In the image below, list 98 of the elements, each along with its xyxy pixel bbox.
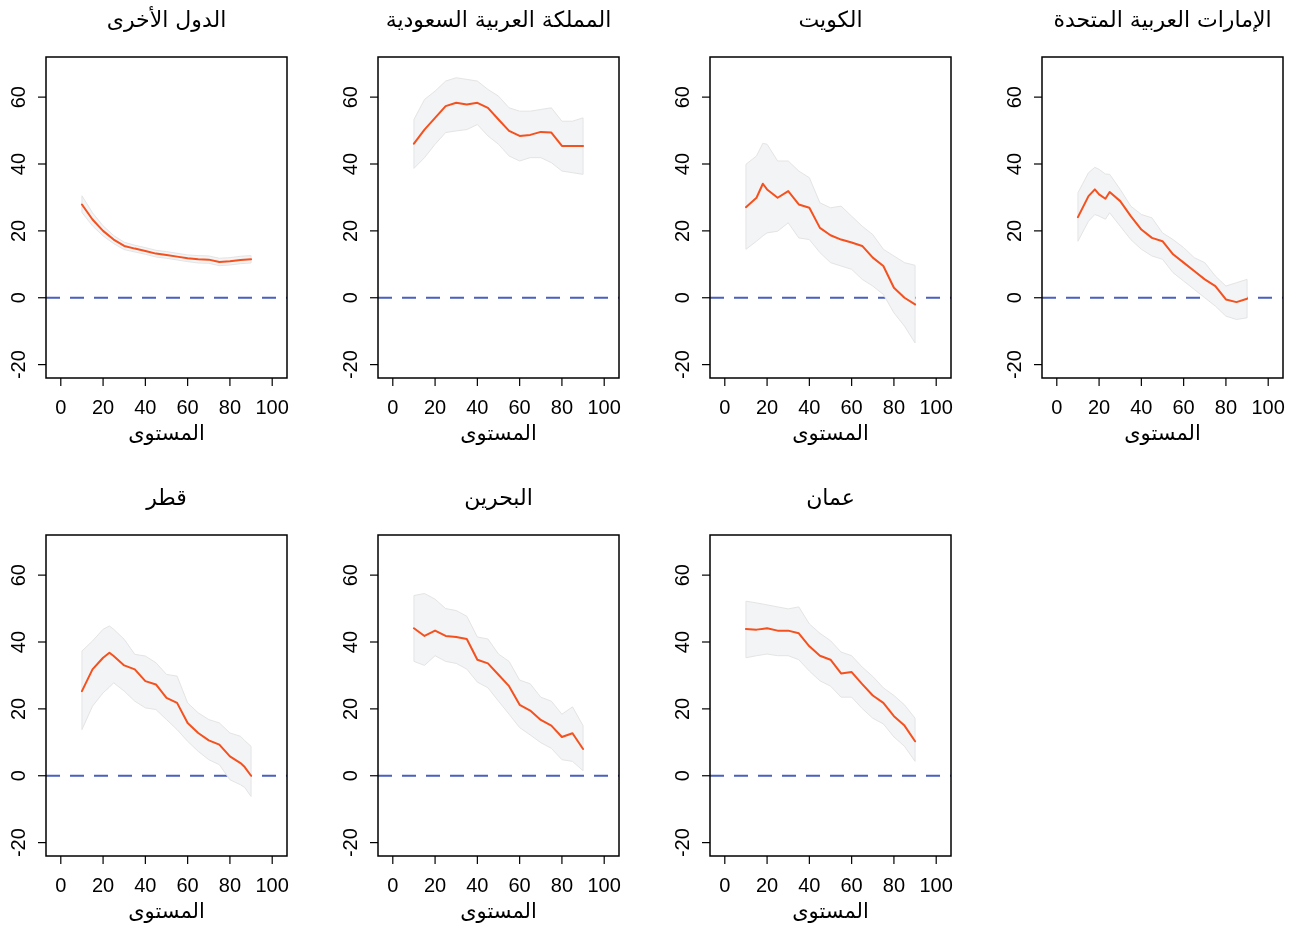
y-tick-label: 0 bbox=[339, 770, 361, 782]
y-tick-label: 20 bbox=[339, 697, 361, 720]
y-tick-label: -20 bbox=[339, 828, 361, 858]
y-tick-label: 40 bbox=[339, 152, 361, 176]
x-axis-title: المستوى bbox=[792, 421, 869, 445]
x-tick-label: 0 bbox=[55, 396, 67, 418]
y-tick-label: -20 bbox=[671, 828, 693, 858]
x-tick-label: 40 bbox=[466, 874, 489, 896]
x-tick-label: 100 bbox=[1251, 396, 1285, 418]
x-tick-label: 0 bbox=[387, 396, 399, 418]
x-tick-label: 20 bbox=[423, 874, 447, 896]
x-tick-label: 60 bbox=[840, 874, 863, 896]
x-axis-title: المستوى bbox=[460, 899, 537, 923]
x-tick-label: 20 bbox=[1087, 396, 1111, 418]
y-tick-label: 20 bbox=[7, 219, 29, 242]
x-tick-label: 40 bbox=[134, 396, 157, 418]
x-tick-label: 40 bbox=[1130, 396, 1153, 418]
x-tick-label: 0 bbox=[1051, 396, 1063, 418]
x-tick-label: 20 bbox=[755, 874, 779, 896]
x-tick-label: 80 bbox=[1214, 396, 1238, 418]
y-tick-label: -20 bbox=[671, 350, 693, 380]
x-tick-label: 20 bbox=[755, 396, 779, 418]
chart-title: الكويت bbox=[798, 7, 863, 32]
x-tick-label: 40 bbox=[798, 396, 821, 418]
y-tick-label: -20 bbox=[1003, 350, 1025, 380]
y-tick-label: 0 bbox=[339, 292, 361, 304]
x-tick-label: 20 bbox=[91, 396, 115, 418]
y-tick-label: 20 bbox=[671, 697, 693, 720]
x-tick-label: 80 bbox=[882, 874, 906, 896]
y-tick-label: 40 bbox=[7, 152, 29, 176]
line-series bbox=[80, 203, 253, 263]
x-tick-label: 80 bbox=[550, 396, 574, 418]
y-tick-label: 0 bbox=[671, 770, 693, 782]
x-tick-label: 100 bbox=[255, 396, 289, 418]
y-tick-label: -20 bbox=[7, 350, 29, 380]
x-tick-label: 20 bbox=[423, 396, 447, 418]
line-series bbox=[412, 101, 585, 147]
x-tick-label: 40 bbox=[466, 396, 489, 418]
y-tick-label: -20 bbox=[7, 828, 29, 858]
x-tick-label: 60 bbox=[1172, 396, 1195, 418]
chart-title: الدول الأخرى bbox=[106, 6, 227, 32]
x-tick-label: 100 bbox=[255, 874, 289, 896]
y-tick-label: 60 bbox=[7, 564, 29, 587]
line-series bbox=[80, 651, 253, 777]
x-tick-label: 60 bbox=[508, 874, 531, 896]
x-tick-label: 0 bbox=[719, 874, 731, 896]
x-tick-label: 80 bbox=[218, 874, 242, 896]
x-tick-label: 100 bbox=[919, 874, 953, 896]
x-tick-label: 40 bbox=[798, 874, 821, 896]
y-tick-label: 60 bbox=[671, 564, 693, 587]
x-axis-title: المستوى bbox=[792, 899, 869, 923]
x-tick-label: 0 bbox=[387, 874, 399, 896]
chart-title: البحرين bbox=[464, 485, 533, 510]
y-tick-label: 60 bbox=[671, 86, 693, 109]
x-axis-title: المستوى bbox=[128, 421, 205, 445]
x-tick-label: 0 bbox=[719, 396, 731, 418]
y-tick-label: 40 bbox=[671, 152, 693, 176]
y-tick-label: 40 bbox=[339, 630, 361, 654]
x-tick-label: 60 bbox=[840, 396, 863, 418]
chart-title: المملكة العربية السعودية bbox=[385, 7, 612, 32]
line-series bbox=[744, 627, 917, 743]
y-tick-label: 60 bbox=[1003, 86, 1025, 109]
y-tick-label: 40 bbox=[7, 630, 29, 654]
x-tick-label: 60 bbox=[176, 874, 199, 896]
x-tick-label: 100 bbox=[919, 396, 953, 418]
y-tick-label: 20 bbox=[339, 219, 361, 242]
x-tick-label: 20 bbox=[91, 874, 115, 896]
y-tick-label: 0 bbox=[7, 770, 29, 782]
line-series bbox=[1076, 188, 1249, 304]
y-tick-label: 40 bbox=[1003, 152, 1025, 176]
y-tick-label: 60 bbox=[339, 86, 361, 109]
y-tick-label: 60 bbox=[7, 86, 29, 109]
x-axis-title: المستوى bbox=[1124, 421, 1201, 445]
y-tick-label: 0 bbox=[671, 292, 693, 304]
y-tick-label: 0 bbox=[7, 292, 29, 304]
line-series bbox=[744, 182, 917, 306]
x-tick-label: 80 bbox=[218, 396, 242, 418]
chart-title: الإمارات العربية المتحدة bbox=[1053, 7, 1272, 32]
x-tick-label: 80 bbox=[550, 874, 574, 896]
x-tick-label: 0 bbox=[55, 874, 67, 896]
x-tick-label: 100 bbox=[587, 396, 621, 418]
x-axis-title: المستوى bbox=[460, 421, 537, 445]
y-tick-label: 20 bbox=[7, 697, 29, 720]
x-tick-label: 60 bbox=[176, 396, 199, 418]
x-tick-label: 60 bbox=[508, 396, 531, 418]
x-tick-label: 40 bbox=[134, 874, 157, 896]
chart-title: عمان bbox=[806, 485, 855, 510]
y-tick-label: 20 bbox=[671, 219, 693, 242]
y-tick-label: 40 bbox=[671, 630, 693, 654]
x-tick-label: 100 bbox=[587, 874, 621, 896]
chart-title: قطر bbox=[145, 485, 187, 510]
y-tick-label: 0 bbox=[1003, 292, 1025, 304]
y-tick-label: -20 bbox=[339, 350, 361, 380]
x-tick-label: 80 bbox=[882, 396, 906, 418]
x-axis-title: المستوى bbox=[128, 899, 205, 923]
y-tick-label: 60 bbox=[339, 564, 361, 587]
line-series bbox=[412, 627, 585, 750]
y-tick-label: 20 bbox=[1003, 219, 1025, 242]
